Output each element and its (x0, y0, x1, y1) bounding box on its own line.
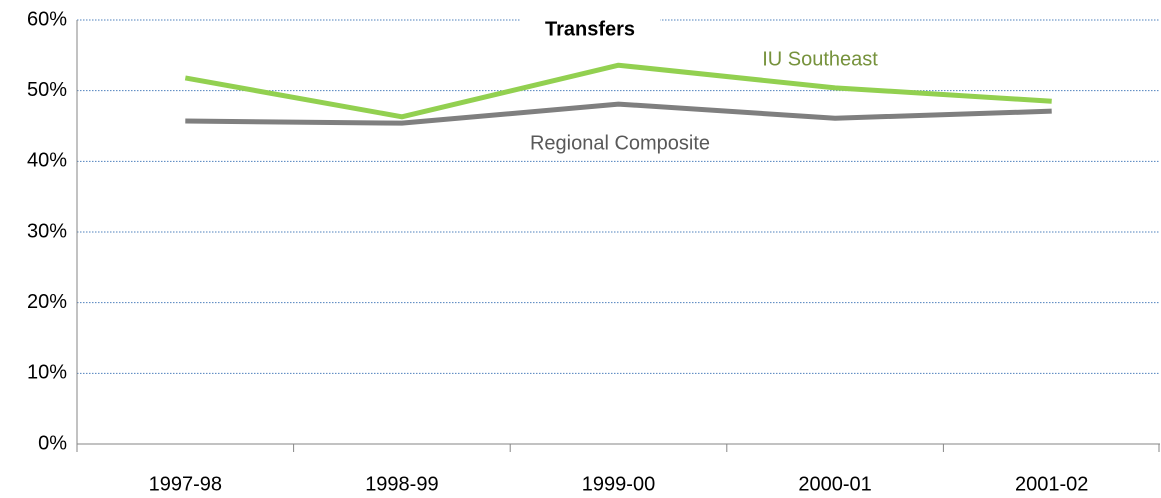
series-label: Regional Composite (530, 132, 710, 154)
y-tick-label: 30% (27, 220, 67, 242)
title-background (520, 12, 660, 46)
x-tick-label: 2001-02 (1015, 473, 1088, 495)
x-tick-label: 1997-98 (149, 473, 222, 495)
y-tick-label: 60% (27, 8, 67, 30)
series-label: IU Southeast (762, 48, 878, 70)
series-line (185, 101, 1052, 126)
x-tick-label: 2000-01 (798, 473, 871, 495)
y-tick-label: 10% (27, 362, 67, 384)
x-tick-label: 1999-00 (582, 473, 655, 495)
y-tick-label: 0% (38, 432, 67, 454)
chart-title: Transfers (545, 18, 635, 40)
y-tick-label: 20% (27, 291, 67, 313)
x-tick-label: 1998-99 (365, 473, 438, 495)
y-tick-label: 50% (27, 79, 67, 101)
y-tick-label: 40% (27, 150, 67, 172)
series-line (184, 62, 1052, 120)
